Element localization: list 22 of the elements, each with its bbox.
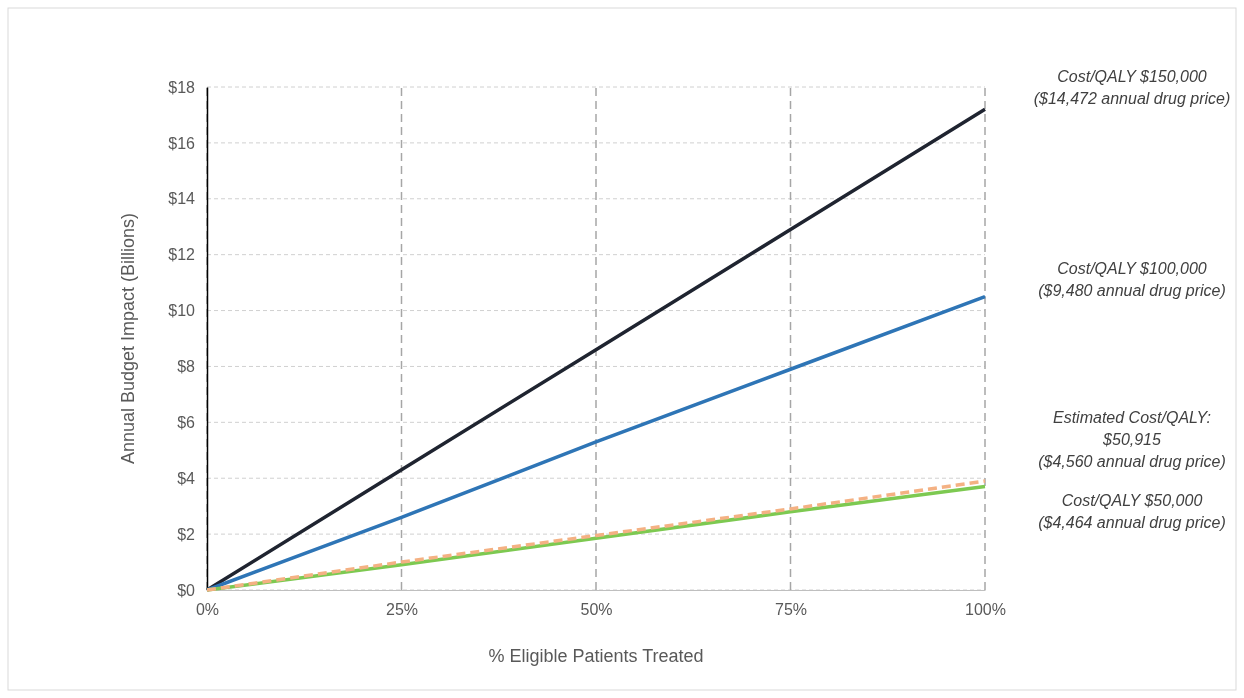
line-series [205,294,987,592]
y-tick-label: $14 [168,190,196,208]
y-tick-label: $16 [168,134,196,152]
y-axis-title: Annual Budget Impact (Billions) [118,212,138,465]
y-tick-label: $4 [177,469,196,487]
text: Cost/QALY $50,000 ($4,464 annual drug price) [1038,491,1226,531]
x-tick-label: 0% [195,601,220,619]
y-tick-label: $6 [177,413,196,431]
text: Cost/QALY $100,000 ($9,480 annual drug price) [1038,259,1226,299]
x-tick-label: 25% [385,601,419,619]
y-tick-label: $10 [168,302,196,320]
x-tick-label: 100% [965,601,1006,619]
y-tick-label: $2 [177,525,196,543]
y-tick-label: $12 [168,246,196,264]
x-axis-title: % Eligible Patients Treated [488,646,704,666]
text: Estimated Cost/QALY: $50,915 ($4,560 annual drug price) [1038,409,1226,471]
y-tick-label: $18 [168,78,196,96]
y-tick-label: $0 [177,581,196,599]
y-tick-label: $8 [177,358,196,376]
x-tick-label: 50% [580,601,613,619]
x-tick-label: 75% [774,601,808,619]
text: Cost/QALY $150,000 ($14,472 annual drug price) [1033,68,1231,108]
